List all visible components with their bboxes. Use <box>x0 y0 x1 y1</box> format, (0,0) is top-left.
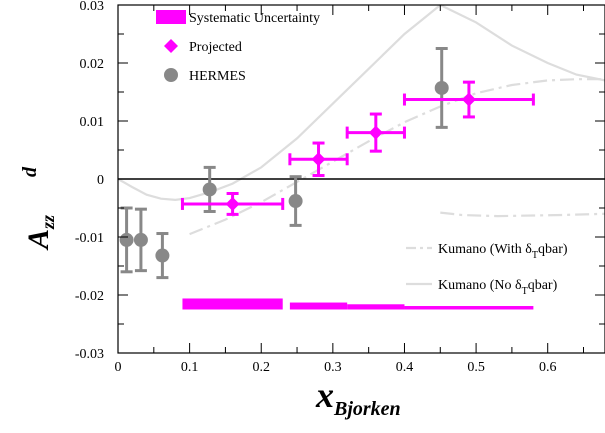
legend-bottom: Kumano (With δTqbar) Kumano (No δTqbar) <box>406 242 568 297</box>
x-tick-label: 0.5 <box>467 360 485 375</box>
theory-curve-2 <box>189 78 605 236</box>
projected-point-0 <box>225 196 240 211</box>
x-tick-label: 0.2 <box>252 360 270 375</box>
projected-series <box>180 80 535 216</box>
systematic-band-1 <box>289 302 348 310</box>
theory-curve-1 <box>117 4 441 202</box>
projected-point-2 <box>368 125 383 140</box>
legend-top: Systematic Uncertainty Projected HERMES <box>156 10 320 84</box>
systematic-bands <box>182 298 534 310</box>
theory-curves <box>117 4 605 236</box>
x-tick-label: 0.1 <box>181 360 199 375</box>
y-tick-label: 0.01 <box>80 115 105 130</box>
legend-label: Systematic Uncertainty <box>189 11 320 26</box>
y-axis-ticks: -0.03 -0.02 -0.01 0 0.01 0.02 0.03 <box>75 0 605 362</box>
legend-diamond-swatch <box>164 39 178 53</box>
legend-label: Projected <box>189 40 242 55</box>
theory-curve-3 <box>439 4 605 82</box>
hermes-point-2 <box>155 248 170 263</box>
legend-curve-label: Kumano (With δTqbar) <box>438 242 568 261</box>
y-axis-label-superscript: d <box>19 166 41 177</box>
legend-band-swatch <box>156 10 186 24</box>
hermes-point-1 <box>133 232 148 247</box>
axis-labels: xBjorken Azz d <box>19 166 401 420</box>
x-tick-label: 0.6 <box>539 360 557 375</box>
theory-curve-0 <box>440 211 605 218</box>
y-axis-label: Azz <box>22 215 58 251</box>
y-tick-label: 0.03 <box>80 0 105 14</box>
x-tick-label: 0.4 <box>396 360 414 375</box>
y-tick-label: 0.02 <box>80 57 105 72</box>
systematic-band-0 <box>182 298 283 310</box>
hermes-series <box>119 47 449 280</box>
hermes-point-4 <box>288 194 303 209</box>
x-tick-label: 0.3 <box>324 360 342 375</box>
hermes-point-3 <box>202 182 217 197</box>
x-axis-label: xBjorken <box>315 375 401 420</box>
x-tick-label: 0 <box>115 360 122 375</box>
legend-curve-label: Kumano (No δTqbar) <box>438 278 558 297</box>
legend-circle-swatch <box>164 68 178 82</box>
y-tick-label: -0.03 <box>75 347 104 362</box>
legend-label: HERMES <box>189 69 246 84</box>
x-axis-ticks: 0 0.1 0.2 0.3 0.4 0.5 0.6 <box>115 5 585 375</box>
systematic-band-3 <box>404 306 534 310</box>
y-tick-label: -0.01 <box>75 231 104 246</box>
systematic-band-2 <box>347 304 405 310</box>
y-tick-label: -0.02 <box>75 289 104 304</box>
y-tick-label: 0 <box>97 173 104 188</box>
projected-point-1 <box>311 152 326 167</box>
projected-point-3 <box>461 92 476 107</box>
hermes-point-5 <box>434 80 449 95</box>
hermes-point-0 <box>119 232 134 247</box>
